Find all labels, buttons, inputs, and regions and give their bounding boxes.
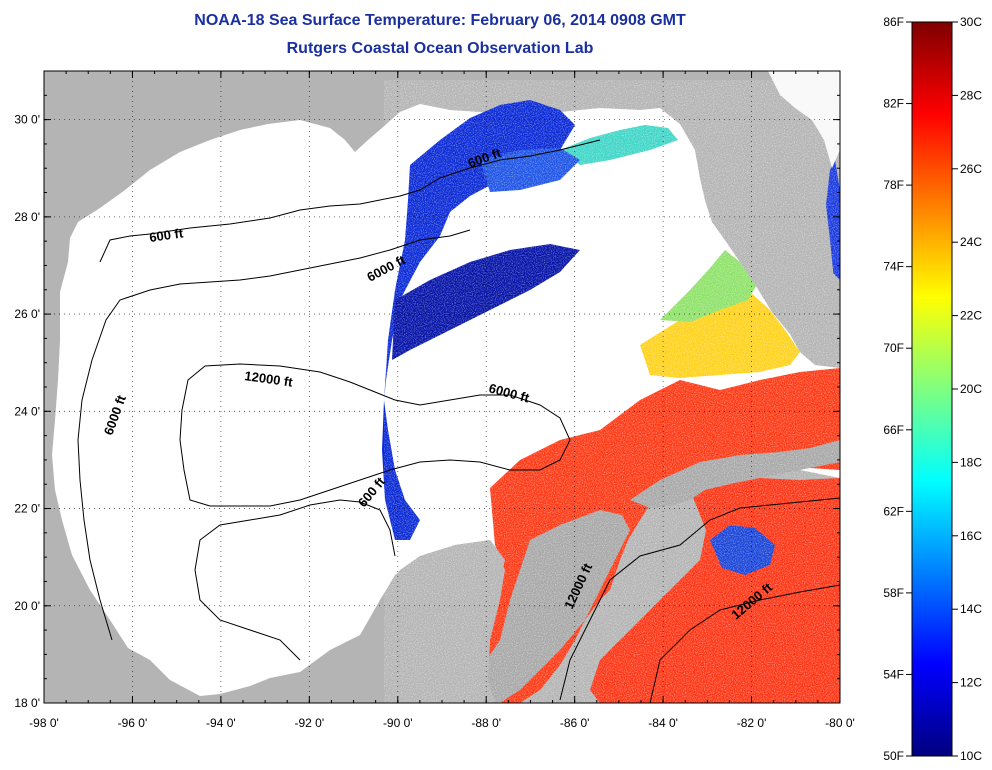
contour-12000ft — [179, 363, 571, 507]
lon-tick-label: -92 0' — [295, 716, 325, 730]
colorbar-c-label: 22C — [960, 309, 982, 323]
lat-tick-label: 20 0' — [14, 599, 40, 613]
colorbar-f-label: 50F — [883, 749, 904, 763]
sst-map: 600 ft 6000 ft 12000 ft 6000 ft 6000 ft … — [14, 70, 855, 730]
colorbar-c-label: 14C — [960, 602, 982, 616]
contour-6000ft — [77, 229, 471, 641]
colorbar-f-label: 86F — [883, 15, 904, 29]
contour-label: 600 ft — [148, 225, 184, 245]
colorbar-c-label: 20C — [960, 382, 982, 396]
lat-tick-label: 30 0' — [14, 113, 40, 127]
colorbar-c-label: 12C — [960, 676, 982, 690]
colorbar-f-label: 78F — [883, 178, 904, 192]
colorbar-c-label: 10C — [960, 749, 982, 763]
colorbar-fahrenheit-labels: 86F 82F 78F 74F 70F 66F 62F 58F 54F 50F — [883, 15, 912, 763]
lat-tick-label: 24 0' — [14, 404, 40, 418]
contour-caribbean — [559, 497, 840, 701]
lon-tick-label: -90 0' — [383, 716, 413, 730]
lon-tick-label: -96 0' — [118, 716, 148, 730]
contour-600ft — [99, 139, 601, 263]
colorbar-f-label: 74F — [883, 260, 904, 274]
contour-caribbean-2 — [649, 584, 840, 703]
lon-tick-label: -88 0' — [471, 716, 501, 730]
lon-tick-label: -86 0' — [560, 716, 590, 730]
colorbar-f-label: 58F — [883, 586, 904, 600]
latitude-axis: 18 0' 20 0' 22 0' 24 0' 26 0' 28 0' 30 0' — [14, 70, 840, 710]
map-title: NOAA-18 Sea Surface Temperature: Februar… — [194, 12, 686, 29]
lon-tick-label: -84 0' — [648, 716, 678, 730]
colorbar-f-label: 62F — [883, 504, 904, 518]
colorbar-f-label: 66F — [883, 423, 904, 437]
colorbar-c-label: 28C — [960, 88, 982, 102]
graticule-grid — [44, 71, 840, 703]
lon-tick-label: -80 0' — [825, 716, 855, 730]
lon-tick-label: -82 0' — [737, 716, 767, 730]
colorbar-c-label: 30C — [960, 15, 982, 29]
map-subtitle: Rutgers Coastal Ocean Observation Lab — [286, 40, 594, 57]
contour-6000ft-south — [194, 499, 396, 661]
lat-tick-label: 26 0' — [14, 307, 40, 321]
colorbar-celsius-labels: 30C 28C 26C 24C 22C 20C 18C 16C 14C 12C 10C — [952, 15, 982, 763]
colorbar-c-label: 18C — [960, 455, 982, 469]
colorbar-gradient — [911, 21, 953, 757]
colorbar-c-label: 24C — [960, 235, 982, 249]
lon-tick-label: -98 0' — [29, 716, 59, 730]
lon-tick-label: -94 0' — [206, 716, 236, 730]
colorbar-f-label: 82F — [883, 97, 904, 111]
colorbar-f-label: 70F — [883, 341, 904, 355]
lat-tick-label: 22 0' — [14, 502, 40, 516]
colorbar-c-label: 26C — [960, 162, 982, 176]
contour-label: 12000 ft — [244, 368, 295, 390]
longitude-axis: -98 0' -96 0' -94 0' -92 0' -90 0' -88 0' -86 … — [29, 71, 855, 730]
colorbar-c-label: 16C — [960, 529, 982, 543]
lat-tick-label: 18 0' — [14, 696, 40, 710]
colorbar-f-label: 54F — [883, 667, 904, 681]
lat-tick-label: 28 0' — [14, 210, 40, 224]
